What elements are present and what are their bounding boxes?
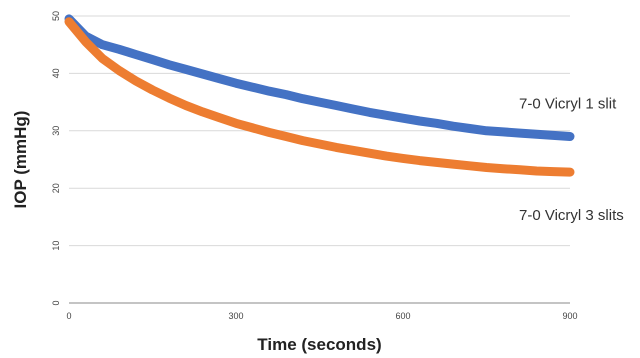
y-tick-label: 20 <box>51 183 61 193</box>
x-axis-title: Time (seconds) <box>257 335 381 354</box>
y-tick-label: 30 <box>51 126 61 136</box>
series-label-1: 7-0 Vicryl 1 slit <box>519 96 617 113</box>
series-label-2: 7-0 Vicryl 3 slits <box>519 207 624 224</box>
y-tick-label: 50 <box>51 11 61 21</box>
series-lines <box>64 14 575 177</box>
x-tick-label: 900 <box>562 311 577 321</box>
x-tick-labels: 0 300 600 900 <box>66 311 577 321</box>
y-axis-title: IOP (mmHg) <box>11 111 30 209</box>
x-tick-label: 300 <box>228 311 243 321</box>
series-line-2 <box>64 17 575 177</box>
x-tick-label: 0 <box>66 311 71 321</box>
series-labels: 7-0 Vicryl 1 slit 7-0 Vicryl 3 slits <box>519 96 624 225</box>
x-tick-label: 600 <box>395 311 410 321</box>
y-tick-label: 40 <box>51 68 61 78</box>
series-line-1 <box>64 14 575 141</box>
y-tick-label: 0 <box>51 300 61 305</box>
y-tick-label: 10 <box>51 241 61 251</box>
gridlines <box>69 15 570 247</box>
y-tick-labels: 0 10 20 30 40 50 <box>51 11 61 306</box>
